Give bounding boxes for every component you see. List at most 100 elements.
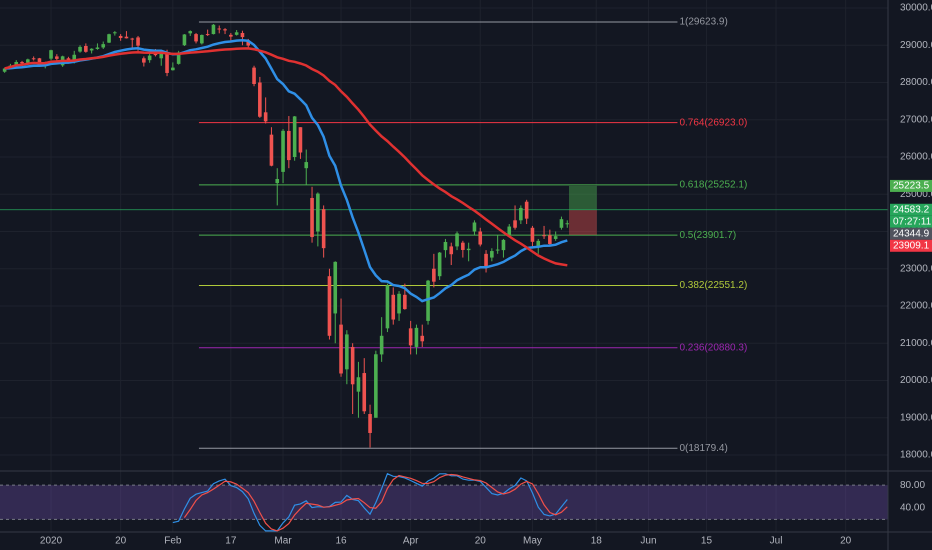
y-tick-label: 30000.0 [900,3,932,14]
candle-body [118,35,123,38]
candle-body [211,24,216,35]
candle-body [449,246,454,255]
candle-body [408,328,413,346]
candle-body [385,285,390,329]
candle-body [292,116,297,158]
x-tick-label: 20 [840,536,852,547]
candle-body [339,324,343,374]
candle-body [176,52,181,64]
candle-body [107,34,111,43]
candle-body [130,38,135,40]
candle-body [345,334,349,370]
candle-body [316,193,320,232]
x-tick-label: 16 [335,536,347,547]
candle-body [484,253,488,269]
candle-body [234,32,239,35]
candle-body [188,31,193,34]
countdown-tag [890,215,932,228]
candle-body [356,377,361,392]
candle-body [200,34,204,44]
candle-body [437,252,442,277]
candle-body [136,37,140,46]
candle-body [49,50,53,59]
candle-body [553,236,558,239]
candle-body [379,335,384,355]
candle-body [31,58,36,60]
fib-label: 0.618(25252.1) [679,180,747,191]
candle-body [397,293,401,314]
candle-body [20,62,24,64]
candle-body [565,223,570,225]
fib-label: 0.236(20880.3) [679,342,747,353]
candle-body [2,68,7,72]
candle-body [182,34,187,46]
price-tag [890,203,932,216]
x-tick-label: May [523,536,542,547]
candle-body [524,201,529,219]
x-tick-label: Apr [403,536,419,547]
y-tick-label: 28000.0 [900,77,932,88]
candle-body [420,335,425,342]
candle-body [124,36,129,39]
countdown-label: 07:27:11 [893,216,932,227]
candle-body [240,32,245,38]
candle-body [89,48,94,51]
candle-body [165,52,169,73]
candle-body [159,50,164,59]
candle-body [113,32,117,34]
y-tick-label: 25000.0 [900,189,932,200]
x-tick-label: 18 [591,536,603,547]
candle-body [142,58,146,63]
stoch-d [183,473,568,532]
price-tag-label: 24344.9 [893,228,930,239]
candle-body [217,28,222,30]
candle-body [455,233,459,247]
candle-body [374,354,378,418]
x-tick-label: 20 [115,536,127,547]
y-tick-label: 22000.0 [900,301,932,312]
candle-body [362,373,367,412]
price-tag-label: 24583.2 [893,204,930,215]
candle-body [321,209,326,249]
candle-body [194,34,198,42]
candle-body [461,242,465,250]
candle-body [252,67,256,84]
price-tag [890,239,932,252]
candle-body [310,197,314,238]
candle-body [258,82,262,117]
candle-body [327,276,332,336]
oscillator-band [0,485,888,520]
y-tick-label: 21000.0 [900,338,932,349]
candle-body [275,179,280,184]
y-tick-label: 19000.0 [900,412,932,423]
x-tick-label: Jul [770,536,783,547]
candle-body [519,207,523,221]
position-profit [568,185,597,210]
candle-body [495,249,500,251]
candle-body [507,226,512,236]
candle-body [548,235,552,245]
candle-body [536,240,541,247]
candle-body [269,134,274,166]
y-tick-label: 26000.0 [900,152,932,163]
candle-body [263,112,268,122]
candle-body [501,239,506,251]
candle-body [426,280,430,321]
candle-body [559,219,564,228]
candle-body [298,127,303,153]
x-tick-label: 15 [701,536,713,547]
candle-body [84,46,88,52]
candle-body [287,130,291,161]
y-tick-label: 23000.0 [900,263,932,274]
y-tick-label: 27000.0 [900,114,932,125]
position-loss [568,209,597,235]
candle-body [542,235,546,237]
fib-label: 0.382(22551.2) [679,280,747,291]
x-tick-label: 2020 [40,536,63,547]
x-tick-label: Mar [274,536,292,547]
price-tag [890,179,932,192]
y-tick-label: 20000.0 [900,375,932,386]
candle-body [95,47,100,49]
